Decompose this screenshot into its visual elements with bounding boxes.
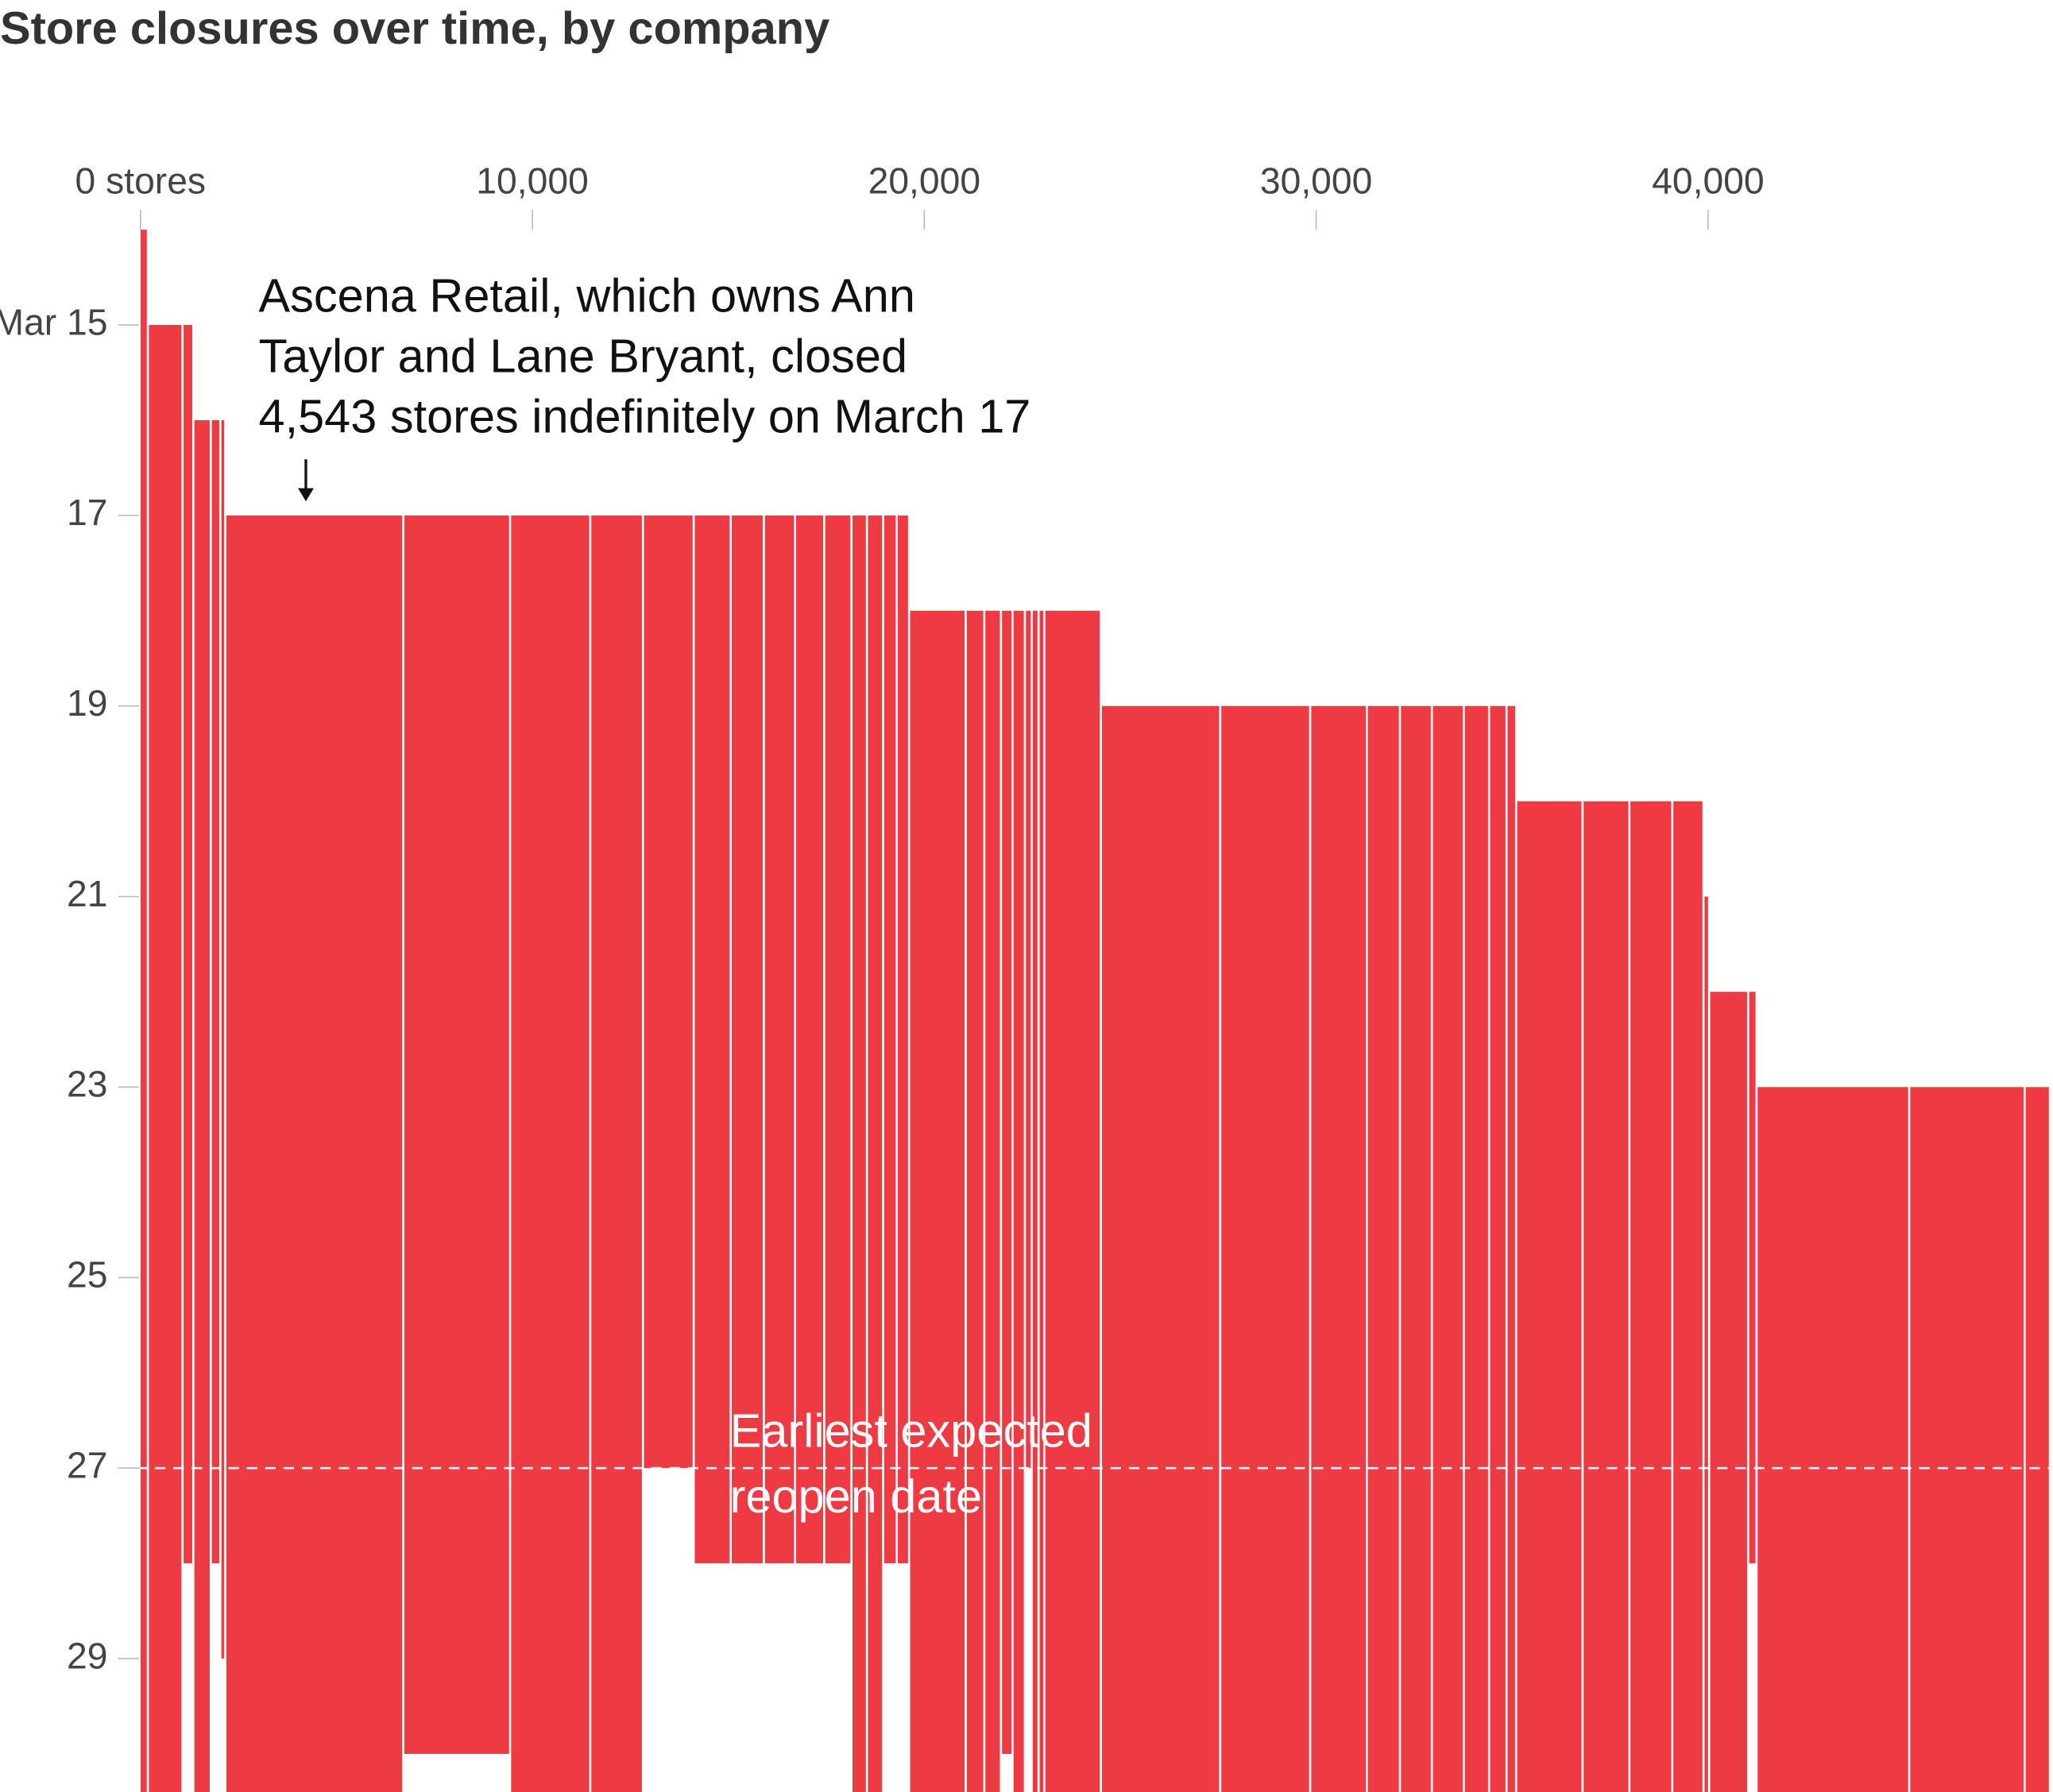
chart-title: Store closures over time, by company bbox=[0, 3, 829, 54]
bar bbox=[1757, 1087, 1908, 1792]
bar bbox=[184, 325, 192, 1564]
bar bbox=[795, 515, 824, 1564]
y-tick-label: 19 bbox=[67, 682, 107, 724]
annotation: Taylor and Lane Bryant, closed bbox=[258, 329, 907, 382]
bar bbox=[1464, 705, 1488, 1792]
bar bbox=[1749, 991, 1756, 1564]
bar bbox=[1704, 896, 1708, 1792]
bar bbox=[985, 610, 1000, 1792]
x-tick-label: 10,000 bbox=[476, 160, 588, 202]
bar bbox=[226, 515, 403, 1792]
bar bbox=[149, 325, 182, 1792]
bar bbox=[1101, 705, 1220, 1792]
bar bbox=[211, 419, 220, 1564]
x-tick-label: 20,000 bbox=[868, 160, 980, 202]
bar bbox=[1367, 705, 1399, 1792]
bar bbox=[1045, 610, 1100, 1792]
bar bbox=[732, 515, 764, 1564]
reference-label: reopen date bbox=[730, 1470, 982, 1523]
bar bbox=[897, 515, 908, 1564]
bar bbox=[764, 515, 795, 1564]
bar bbox=[1311, 705, 1366, 1792]
bar bbox=[1490, 705, 1506, 1792]
bar bbox=[1507, 705, 1515, 1792]
annotation-arrowhead bbox=[298, 488, 314, 502]
bar bbox=[1221, 705, 1309, 1792]
bar bbox=[1401, 705, 1431, 1792]
bar bbox=[1910, 1087, 2024, 1792]
bar bbox=[883, 515, 896, 1564]
bar bbox=[966, 610, 984, 1792]
bar bbox=[1630, 801, 1672, 1792]
bar bbox=[2025, 1087, 2049, 1792]
y-tick-label: 21 bbox=[67, 873, 107, 914]
bar bbox=[221, 419, 225, 1659]
bar bbox=[1583, 801, 1629, 1792]
bar bbox=[1517, 801, 1582, 1792]
y-tick-label: 17 bbox=[67, 492, 107, 533]
bar bbox=[825, 515, 851, 1564]
annotation: Ascena Retail, which owns Ann bbox=[258, 268, 914, 322]
bar bbox=[1002, 610, 1012, 1755]
bar bbox=[868, 515, 883, 1792]
bar bbox=[1039, 610, 1044, 1792]
reference-label: Earliest expected bbox=[730, 1404, 1092, 1457]
bars bbox=[140, 230, 2049, 1792]
bar bbox=[511, 515, 590, 1792]
bar bbox=[1432, 705, 1463, 1792]
x-tick-label: 0 stores bbox=[75, 160, 207, 202]
bar bbox=[1032, 610, 1038, 1792]
bar bbox=[852, 515, 866, 1792]
bar bbox=[644, 515, 693, 1469]
y-tick-label: 27 bbox=[67, 1444, 107, 1485]
y-tick-label: Mar 15 bbox=[0, 301, 108, 342]
annotation: 4,543 stores indefinitely on March 17 bbox=[258, 389, 1030, 442]
y-tick-label: 29 bbox=[67, 1635, 107, 1676]
bar bbox=[1673, 801, 1703, 1792]
bar bbox=[1013, 610, 1024, 1792]
y-tick-label: 25 bbox=[67, 1254, 107, 1296]
bar bbox=[140, 230, 147, 1792]
x-tick-label: 30,000 bbox=[1260, 160, 1372, 202]
bar bbox=[910, 610, 965, 1792]
bar bbox=[194, 419, 210, 1792]
y-tick-label: 23 bbox=[67, 1064, 107, 1105]
bar bbox=[1026, 610, 1031, 1469]
bar bbox=[1710, 991, 1747, 1792]
x-tick-label: 40,000 bbox=[1652, 160, 1764, 202]
bar bbox=[694, 515, 730, 1564]
bar bbox=[404, 515, 509, 1755]
bar bbox=[591, 515, 642, 1792]
